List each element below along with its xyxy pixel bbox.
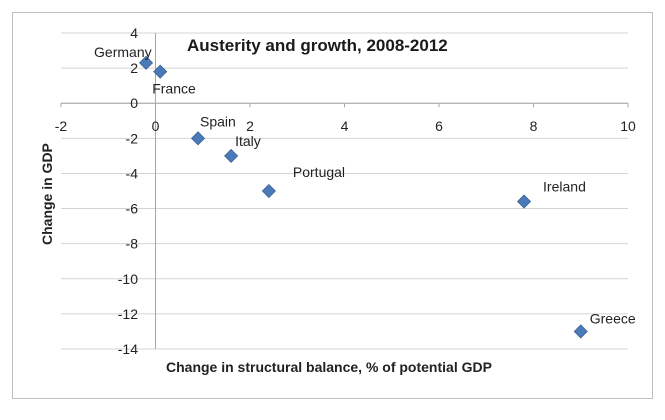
point-france [153,64,168,79]
y-tick-label: -8 [126,236,139,252]
x-tick-label: 8 [530,118,538,134]
point-germany [138,55,154,70]
y-tick-label: 2 [130,60,138,76]
y-tick-label: -2 [126,130,139,146]
point-label-portugal: Portugal [293,164,345,180]
y-tick-label: -10 [118,271,138,287]
x-tick-label: 4 [341,118,349,134]
point-label-france: France [152,81,196,97]
y-tick-label: -6 [126,201,139,217]
x-tick-label: 10 [620,118,636,134]
x-tick-label: -2 [55,118,68,134]
y-tick-label: 4 [130,25,138,41]
point-italy [224,148,239,163]
x-axis-title: Change in structural balance, % of poten… [166,359,492,375]
point-label-italy: Italy [235,133,261,149]
data-points [138,55,588,339]
point-spain [190,131,206,146]
y-tick-label: -12 [118,306,138,322]
axes [60,33,629,349]
x-tick-label: 6 [435,118,443,134]
point-portugal [261,183,276,199]
chart-title: Austerity and growth, 2008-2012 [187,36,448,55]
point-greece [573,324,588,339]
point-label-spain: Spain [200,113,236,129]
chart-border [12,12,653,399]
point-label-ireland: Ireland [543,179,586,195]
y-tick-label: 0 [130,95,138,111]
tick-labels: 4 2 0 -2 -4 -6 -8 -10 -12 -14 -2 0 2 4 6 8 10 [55,25,636,357]
point-label-greece: Greece [590,310,636,326]
y-axis-title: Change in GDP [39,143,55,245]
x-tick-label: 0 [152,118,160,134]
point-label-germany: Germany [94,44,152,60]
y-tick-label: -4 [126,165,139,181]
point-ireland [516,194,532,209]
x-tick-label: 2 [246,118,254,134]
y-tick-label: -14 [118,341,138,357]
